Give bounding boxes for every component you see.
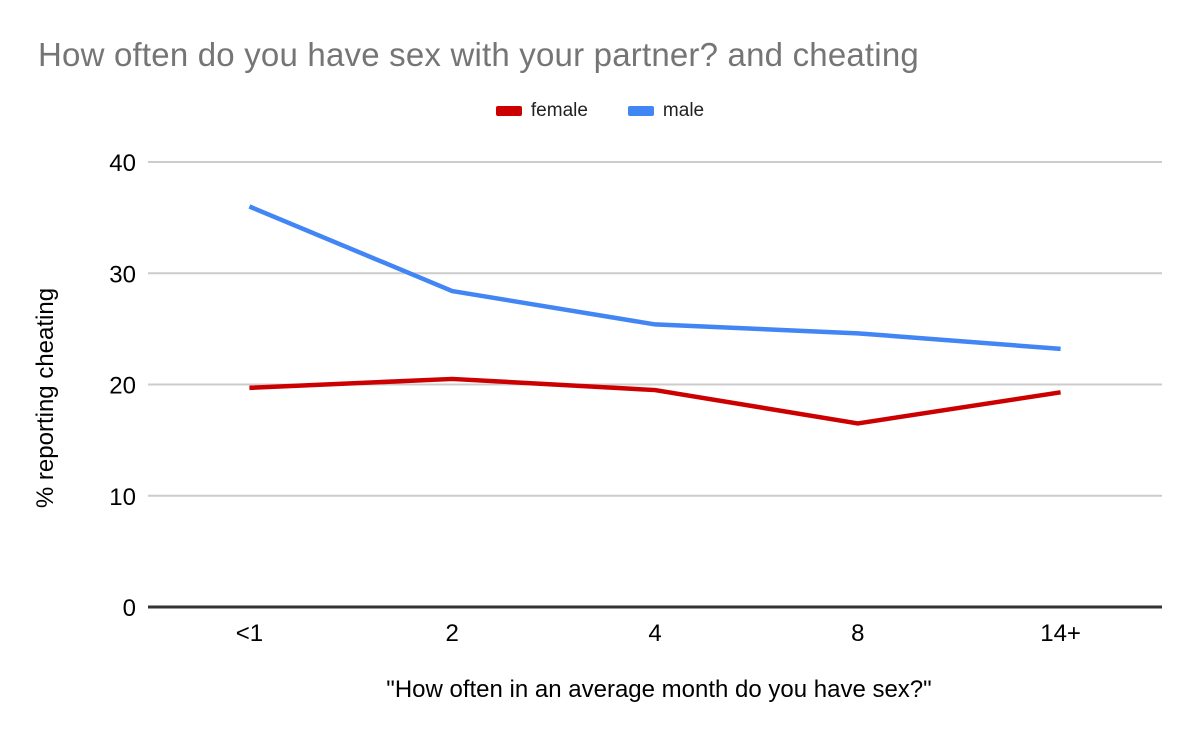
male-series-line xyxy=(248,204,1061,352)
x-tick-label-1: 2 xyxy=(446,620,459,647)
y-axis-title: % reporting cheating xyxy=(32,287,59,509)
x-tick-label-3: 8 xyxy=(851,620,864,647)
female-series-swatch xyxy=(495,106,522,116)
y-tick-label-30: 30 xyxy=(109,261,136,288)
legend: female male xyxy=(0,100,1200,122)
chart-title: How often do you have sex with your part… xyxy=(38,36,919,73)
female-series-line xyxy=(249,376,1061,426)
legend-label-female: female xyxy=(530,100,588,121)
y-tick-label-10: 10 xyxy=(109,484,136,511)
legend-label-male: male xyxy=(662,100,705,121)
y-tick-label-40: 40 xyxy=(109,150,136,177)
y-tick-label-0: 0 xyxy=(123,595,136,622)
x-tick-label-4: 14+ xyxy=(1040,620,1081,647)
x-tick-label-2: 4 xyxy=(648,620,661,647)
x-tick-label-0: <1 xyxy=(236,620,263,647)
legend-item-female: female xyxy=(495,100,588,122)
male-series-swatch xyxy=(627,106,654,116)
y-tick-label-20: 20 xyxy=(109,373,136,400)
x-axis-title: "How often in an average month do you ha… xyxy=(386,676,932,703)
legend-item-male: male xyxy=(627,100,705,122)
